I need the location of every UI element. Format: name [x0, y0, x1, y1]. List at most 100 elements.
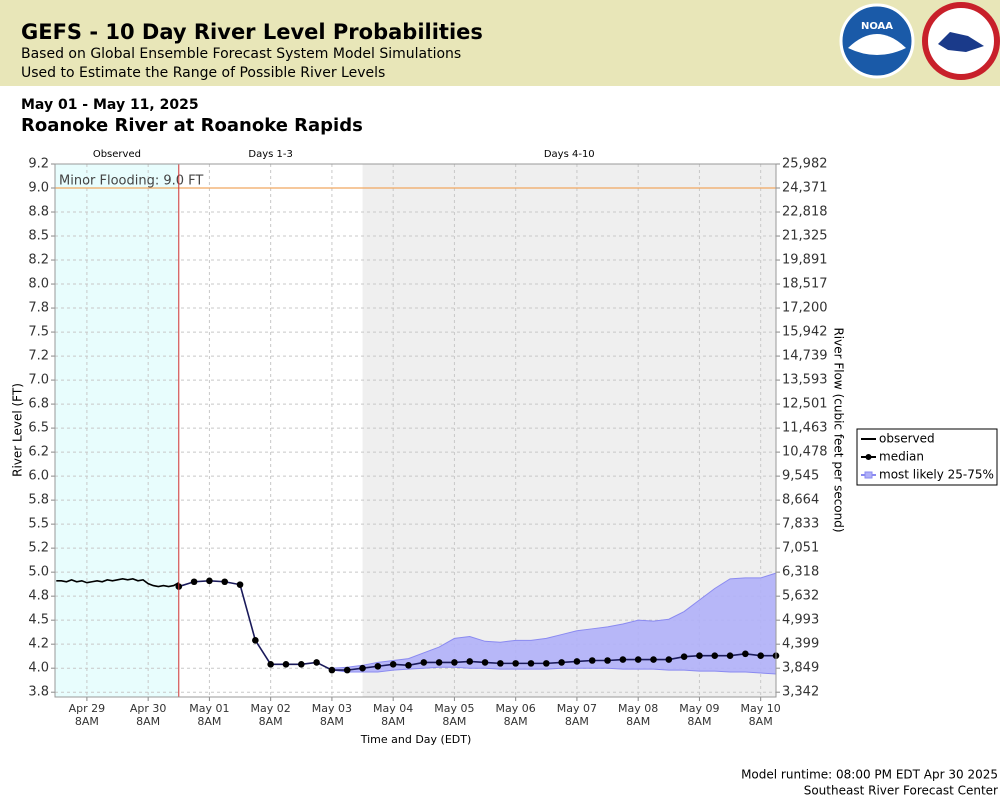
y-tick-label: 7.5 — [28, 325, 49, 340]
y2-tick-label: 6,318 — [782, 565, 819, 580]
median-point — [650, 656, 657, 663]
median-point — [420, 659, 428, 666]
x-tick-time: 8AM — [687, 715, 711, 728]
median-point — [604, 657, 611, 664]
y-tick-label: 6.5 — [28, 421, 49, 436]
period-label: Observed — [93, 149, 141, 160]
median-point — [696, 652, 703, 660]
y2-axis-label: River Flow (cubic feet per second) — [832, 327, 846, 532]
x-tick-time: 8AM — [381, 715, 405, 728]
median-point — [573, 658, 581, 665]
x-tick-time: 8AM — [320, 715, 344, 728]
median-point — [757, 652, 764, 660]
median-point — [726, 652, 734, 660]
x-tick-label: May 09 — [679, 702, 719, 715]
y2-tick-label: 7,833 — [782, 517, 819, 532]
median-point — [221, 578, 229, 586]
header-band — [0, 0, 1000, 86]
x-tick-time: 8AM — [136, 715, 160, 728]
y2-tick-label: 22,818 — [782, 205, 828, 220]
y-tick-label: 7.8 — [28, 301, 49, 316]
y-tick-label: 5.8 — [28, 493, 49, 508]
median-point — [466, 658, 474, 665]
y2-tick-label: 9,545 — [782, 469, 819, 484]
x-tick-label: May 03 — [312, 702, 352, 715]
median-point — [742, 650, 749, 658]
y2-tick-label: 15,942 — [782, 325, 828, 340]
y2-tick-label: 25,982 — [782, 157, 828, 172]
flood-label: Minor Flooding: 9.0 FT — [59, 174, 203, 189]
x-tick-label: May 04 — [373, 702, 413, 715]
noaa-bird — [848, 34, 906, 55]
median-point — [328, 666, 336, 674]
median-line — [178, 579, 776, 671]
x-axis-label: Time and Day (EDT) — [360, 733, 472, 746]
y-tick-label: 8.5 — [28, 229, 49, 244]
y-tick-label: 6.8 — [28, 397, 49, 412]
x-tick-label: Apr 29 — [69, 702, 106, 715]
chart-title: Roanoke River at Roanoke Rapids — [21, 115, 363, 136]
median-point — [527, 660, 535, 667]
median-point — [680, 653, 688, 660]
median-point — [190, 578, 198, 586]
median-point — [512, 660, 519, 667]
y-axis-label: River Level (FT) — [11, 383, 25, 477]
legend-box — [856, 428, 998, 486]
y-tick-label: 6.0 — [28, 469, 49, 484]
y-tick-label: 4.8 — [28, 589, 49, 604]
median-point — [435, 659, 443, 666]
chart-subtitle: May 01 - May 11, 2025 — [21, 97, 199, 113]
y-tick-label: 5.5 — [28, 517, 49, 532]
x-tick-label: May 06 — [496, 702, 536, 715]
x-tick-label: May 05 — [434, 702, 474, 715]
legend-swatch — [865, 454, 872, 460]
period-label: Days 4-10 — [544, 149, 595, 160]
median-point — [588, 657, 596, 664]
median-point — [252, 637, 259, 644]
y2-tick-label: 7,051 — [782, 541, 819, 556]
y2-tick-label: 4,399 — [782, 637, 819, 652]
x-tick-time: 8AM — [749, 715, 773, 728]
y-tick-label: 9.2 — [28, 157, 49, 172]
x-tick-time: 8AM — [626, 715, 650, 728]
y-tick-label: 5.0 — [28, 565, 49, 580]
median-point — [665, 656, 673, 663]
median-point — [282, 661, 290, 668]
x-tick-label: May 10 — [741, 702, 781, 715]
y-tick-label: 4.2 — [28, 637, 49, 652]
median-point — [374, 662, 382, 670]
x-tick-label: May 01 — [189, 702, 229, 715]
y-tick-label: 6.2 — [28, 445, 49, 460]
median-point — [297, 661, 305, 668]
legend-swatch — [864, 471, 873, 479]
y-tick-label: 7.0 — [28, 373, 49, 388]
y2-tick-label: 3,849 — [782, 661, 819, 676]
legend-label: median — [879, 450, 924, 464]
x-tick-time: 8AM — [75, 715, 99, 728]
y2-tick-label: 14,739 — [782, 349, 828, 364]
x-tick-label: May 08 — [618, 702, 658, 715]
y2-tick-label: 13,593 — [782, 373, 828, 388]
plot-border — [54, 163, 777, 698]
median-point — [543, 660, 550, 667]
median-point — [405, 662, 412, 669]
y-tick-label: 4.5 — [28, 613, 49, 628]
median-point — [497, 660, 504, 667]
y-tick-label: 8.8 — [28, 205, 49, 220]
legend-label: observed — [879, 432, 935, 446]
x-tick-time: 8AM — [259, 715, 283, 728]
y-tick-label: 8.0 — [28, 277, 49, 292]
x-tick-label: May 07 — [557, 702, 597, 715]
median-point — [481, 659, 489, 666]
median-point — [313, 659, 320, 666]
y2-tick-label: 21,325 — [782, 229, 828, 244]
y-tick-label: 3.8 — [28, 685, 49, 700]
y-tick-label: 8.2 — [28, 253, 49, 268]
y2-tick-label: 17,200 — [782, 301, 828, 316]
y2-tick-label: 10,478 — [782, 445, 828, 460]
header-title: GEFS - 10 Day River Level Probabilities — [21, 20, 483, 44]
median-point — [236, 581, 244, 588]
legend-label: most likely 25-75% — [879, 468, 994, 482]
x-tick-time: 8AM — [197, 715, 221, 728]
median-point — [711, 652, 719, 660]
